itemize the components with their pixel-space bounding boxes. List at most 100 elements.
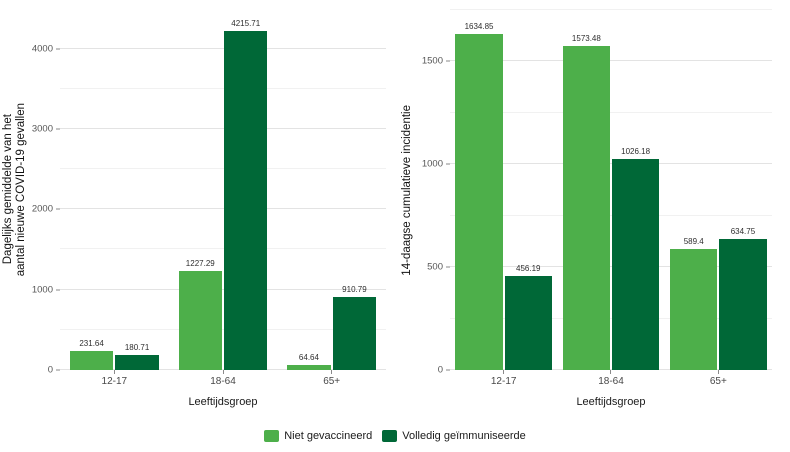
y-tick-text: 0: [437, 364, 443, 376]
bar-value-label: 456.19: [516, 264, 541, 274]
bar-group-18-64: 1573.48 1026.18: [557, 10, 664, 370]
x-axis-left-chart: 12-17 18-64 65+: [60, 370, 386, 394]
x-tick-12-17: 12-17: [450, 370, 557, 387]
y-tick-mark: [56, 128, 60, 130]
bar-group-65+: 64.64 910.79: [277, 10, 386, 370]
y-axis-title-line: Dagelijks gemiddelde van het: [2, 114, 14, 266]
bar-niet-gevaccineerd-65+[interactable]: 64.64: [287, 353, 331, 370]
y-tick-label: 1000: [422, 159, 450, 170]
minor-gridline: [450, 9, 772, 10]
minor-gridline: [60, 87, 386, 89]
bar-value-label: 231.64: [79, 339, 104, 349]
bar-groups: 231.64 180.71 1227.29 4215.71 64.64 910.79: [60, 10, 386, 370]
y-axis-title-box: 14-daagse cumulatieve incidentie: [396, 10, 418, 370]
y-tick-label: 4000: [32, 43, 60, 54]
bar-group-12-17: 231.64 180.71: [60, 10, 169, 370]
y-tick-text: 0: [47, 364, 53, 376]
y-tick-label: 0: [438, 365, 450, 376]
bar-group-12-17: 1634.85 456.19: [450, 10, 557, 370]
y-tick-label: 0: [48, 365, 60, 376]
bar-volledig-ge-mmuniseerde-65+[interactable]: 910.79: [332, 285, 377, 370]
bar-niet-gevaccineerd-12-17[interactable]: 231.64: [69, 339, 114, 370]
minor-gridline: [450, 111, 772, 113]
bar-volledig-ge-mmuniseerde-12-17[interactable]: 456.19: [504, 264, 552, 370]
bar-volledig-ge-mmuniseerde-65+[interactable]: 634.75: [719, 227, 767, 370]
charts-row: Dagelijks gemiddelde van het aantal nieu…: [0, 9, 790, 412]
x-tick-label: 18-64: [598, 376, 624, 387]
major-gridline: [450, 369, 772, 370]
y-tick-mark: [446, 163, 450, 165]
x-tick-mark: [331, 370, 333, 374]
x-tick-65+: 65+: [277, 370, 386, 387]
y-tick-label: 2000: [32, 204, 60, 215]
major-gridline: [60, 47, 386, 49]
major-gridline: [60, 288, 386, 290]
bar-value-label: 589.4: [683, 236, 704, 246]
x-axis-right-chart: 12-17 18-64 65+: [450, 370, 772, 394]
chart-14day-cumulative-incidence: 14-daagse cumulatieve incidentie 0 500 100…: [396, 9, 790, 412]
bar-value-label: 180.71: [124, 343, 150, 353]
legend-item-niet-gevaccineerd[interactable]: Niet gevaccineerd: [264, 430, 372, 442]
major-gridline: [60, 208, 386, 210]
major-gridline: [450, 266, 772, 268]
bar-niet-gevaccineerd-18-64[interactable]: 1573.48: [562, 34, 610, 370]
x-tick-mark: [503, 370, 505, 374]
y-tick-mark: [56, 289, 60, 291]
major-gridline: [60, 369, 386, 370]
minor-gridline: [60, 328, 386, 330]
bar-niet-gevaccineerd-12-17[interactable]: 1634.85: [455, 22, 503, 370]
minor-gridline: [450, 214, 772, 216]
minor-gridline: [60, 168, 386, 170]
bar-value-label: 1573.48: [571, 34, 601, 44]
y-tick-mark: [446, 60, 450, 62]
bar-value-label: 910.79: [342, 284, 367, 294]
y-tick-text: 1000: [31, 284, 53, 296]
x-tick-label: 65+: [709, 376, 727, 387]
bar-niet-gevaccineerd-65+[interactable]: 589.4: [670, 237, 718, 370]
y-tick-mark: [446, 369, 450, 371]
x-tick-12-17: 12-17: [60, 370, 169, 387]
x-tick-18-64: 18-64: [169, 370, 278, 387]
y-tick-label: 500: [427, 262, 450, 273]
bar-value-label: 1634.85: [464, 21, 494, 31]
bar-volledig-ge-mmuniseerde-18-64[interactable]: 1026.18: [611, 147, 660, 370]
bar-volledig-ge-mmuniseerde-18-64[interactable]: 4215.71: [224, 19, 268, 370]
y-tick-label: 1500: [422, 56, 450, 67]
bar-volledig-ge-mmuniseerde-12-17[interactable]: 180.71: [115, 343, 159, 370]
chart-daily-average-cases: Dagelijks gemiddelde van het aantal nieu…: [0, 10, 396, 412]
plot-area-right-chart: 1634.85 456.19 1573.48 1026.18 589.4 634.75: [450, 9, 772, 370]
y-tick-text: 1000: [421, 158, 443, 170]
bar-groups: 1634.85 456.19 1573.48 1026.18 589.4 634.75: [450, 10, 772, 370]
y-tick-mark: [56, 48, 60, 50]
bar-group-18-64: 1227.29 4215.71: [169, 10, 278, 370]
major-gridline: [450, 60, 772, 62]
y-axis-left-chart: 0 1000 2000 3000 4000: [30, 10, 60, 376]
x-tick-mark: [113, 370, 115, 374]
y-axis-title-line: 14-daagse cumulatieve incidentie: [400, 104, 413, 276]
minor-gridline: [450, 317, 772, 319]
x-tick-mark: [222, 370, 224, 374]
y-axis-right-chart: 0 500 1000 1500: [418, 10, 450, 376]
bar-value-label: 64.64: [298, 352, 319, 362]
legend-label: Volledig geïmmuniseerde: [402, 430, 526, 442]
major-gridline: [450, 163, 772, 165]
bar-value-label: 634.75: [730, 227, 756, 237]
y-tick-text: 1500: [421, 55, 443, 67]
x-axis-title-right: Leeftijdsgroep: [576, 396, 646, 408]
legend-item-volledig-geimmuniseerde[interactable]: Volledig geïmmuniseerde: [382, 430, 526, 442]
bar-value-label: 1227.29: [185, 259, 215, 269]
y-tick-mark: [446, 266, 450, 268]
legend-swatch-volledig-geimmuniseerde: [382, 430, 398, 442]
x-tick-65+: 65+: [665, 370, 772, 387]
x-tick-mark: [610, 370, 612, 374]
x-tick-label: 18-64: [210, 376, 236, 387]
y-axis-title-left: Dagelijks gemiddelde van het aantal nieu…: [2, 103, 28, 276]
y-tick-text: 2000: [31, 203, 53, 215]
legend-label: Niet gevaccineerd: [284, 430, 373, 442]
minor-gridline: [60, 248, 386, 250]
bar-niet-gevaccineerd-18-64[interactable]: 1227.29: [178, 259, 222, 370]
bar-group-65+: 589.4 634.75: [665, 10, 772, 370]
x-tick-label: 65+: [323, 376, 341, 387]
y-axis-title-box: Dagelijks gemiddelde van het aantal nieu…: [0, 10, 30, 370]
